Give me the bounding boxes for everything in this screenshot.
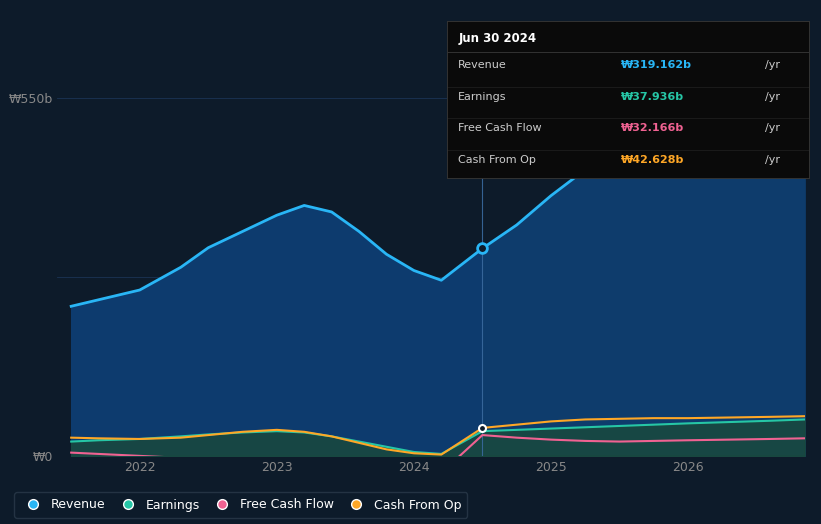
- Text: ₩42.628b: ₩42.628b: [621, 155, 684, 165]
- Text: Earnings: Earnings: [458, 92, 507, 102]
- Legend: Revenue, Earnings, Free Cash Flow, Cash From Op: Revenue, Earnings, Free Cash Flow, Cash …: [15, 492, 467, 518]
- Text: Revenue: Revenue: [458, 60, 507, 70]
- Text: ₩37.936b: ₩37.936b: [621, 92, 684, 102]
- Text: ₩319.162b: ₩319.162b: [621, 60, 692, 70]
- Text: /yr: /yr: [765, 155, 780, 165]
- Text: Analysts Forecasts: Analysts Forecasts: [489, 79, 606, 92]
- Text: Free Cash Flow: Free Cash Flow: [458, 123, 542, 133]
- Text: Jun 30 2024: Jun 30 2024: [458, 32, 536, 45]
- Text: Past: Past: [449, 79, 475, 92]
- Text: Cash From Op: Cash From Op: [458, 155, 536, 165]
- Text: /yr: /yr: [765, 123, 780, 133]
- Text: /yr: /yr: [765, 60, 780, 70]
- Text: /yr: /yr: [765, 92, 780, 102]
- Text: ₩32.166b: ₩32.166b: [621, 123, 684, 133]
